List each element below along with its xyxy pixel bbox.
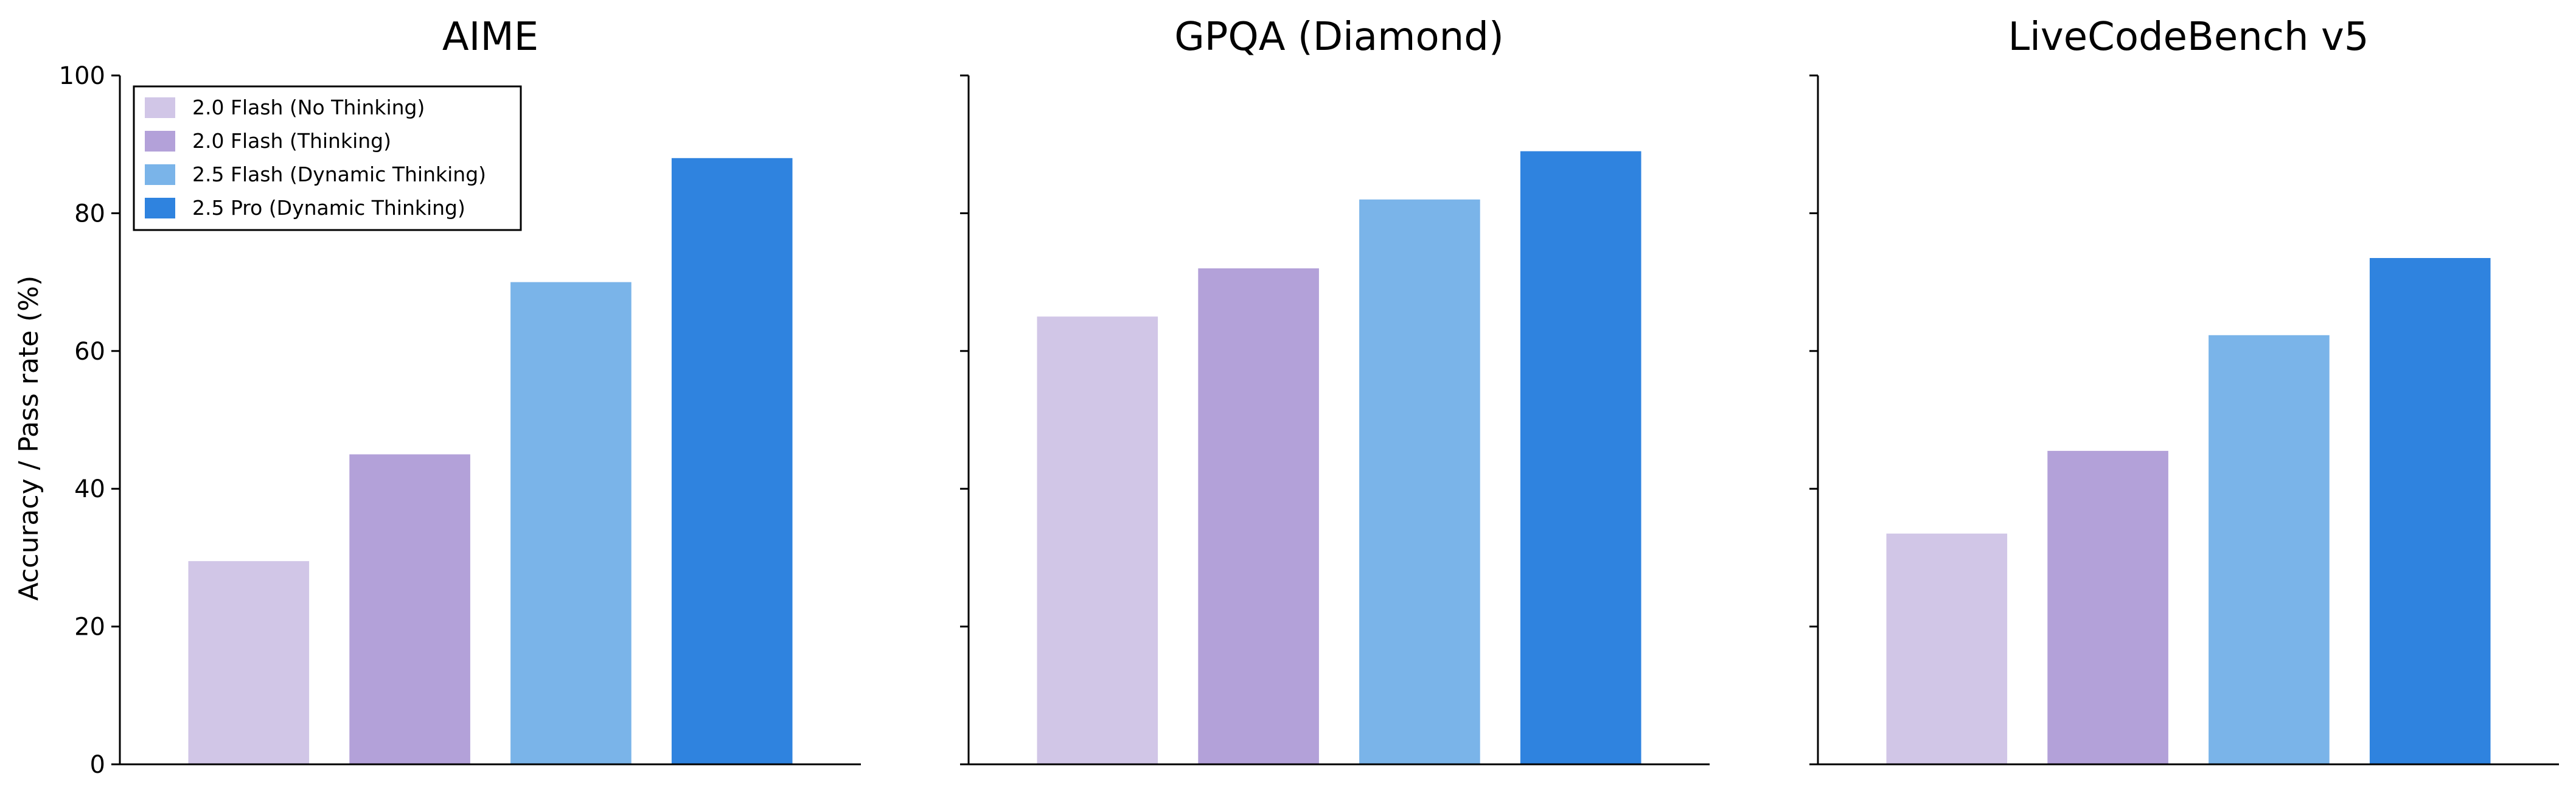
y-tick-label: 0 [90, 751, 105, 779]
panel-title: GPQA (Diamond) [1174, 15, 1504, 60]
legend-label: 2.0 Flash (No Thinking) [192, 96, 425, 119]
chart-panel-1: AIME 0 20 40 60 80 100 [59, 15, 861, 779]
bar [1886, 533, 2008, 764]
chart-panels: AIME 0 20 40 60 80 100 GPQA (Diamond) LiveCodeBe… [59, 15, 2559, 779]
legend-frame [133, 85, 522, 231]
y-tick-label: 100 [59, 62, 105, 90]
bar [1198, 268, 1319, 764]
chart-panel-2: GPQA (Diamond) [960, 15, 1710, 766]
bar [2369, 258, 2491, 764]
legend-label: 2.5 Pro (Dynamic Thinking) [192, 196, 465, 220]
legend: 2.0 Flash (No Thinking) 2.0 Flash (Thinki… [133, 85, 522, 231]
y-tick-label: 80 [74, 200, 105, 228]
bar [1359, 199, 1480, 764]
bar [1037, 316, 1158, 764]
legend-item: 2.5 Flash (Dynamic Thinking) [145, 162, 486, 186]
legend-item: 2.0 Flash (Thinking) [145, 129, 391, 153]
panel-title: LiveCodeBench v5 [2008, 15, 2369, 60]
legend-item: 2.0 Flash (No Thinking) [145, 96, 425, 119]
bar [1520, 151, 1641, 764]
legend-label: 2.0 Flash (Thinking) [192, 129, 391, 153]
y-tick-label: 40 [74, 475, 105, 503]
y-tick-label: 20 [74, 613, 105, 641]
chart-panel-3: LiveCodeBench v5 [1809, 15, 2559, 766]
panel-title: AIME [442, 15, 538, 60]
legend-swatch [145, 164, 175, 185]
bar [2209, 335, 2330, 764]
bar [671, 158, 793, 764]
legend-swatch [145, 131, 175, 152]
legend-swatch [145, 97, 175, 118]
bar [349, 454, 470, 764]
legend-item: 2.5 Pro (Dynamic Thinking) [145, 196, 465, 220]
bar [510, 282, 632, 765]
legend-swatch [145, 198, 175, 218]
y-axis-label: Accuracy / Pass rate (%) [13, 276, 44, 601]
y-tick-label: 60 [74, 338, 105, 366]
legend-label: 2.5 Flash (Dynamic Thinking) [192, 162, 486, 186]
bar [2047, 450, 2168, 764]
bar [188, 561, 310, 764]
